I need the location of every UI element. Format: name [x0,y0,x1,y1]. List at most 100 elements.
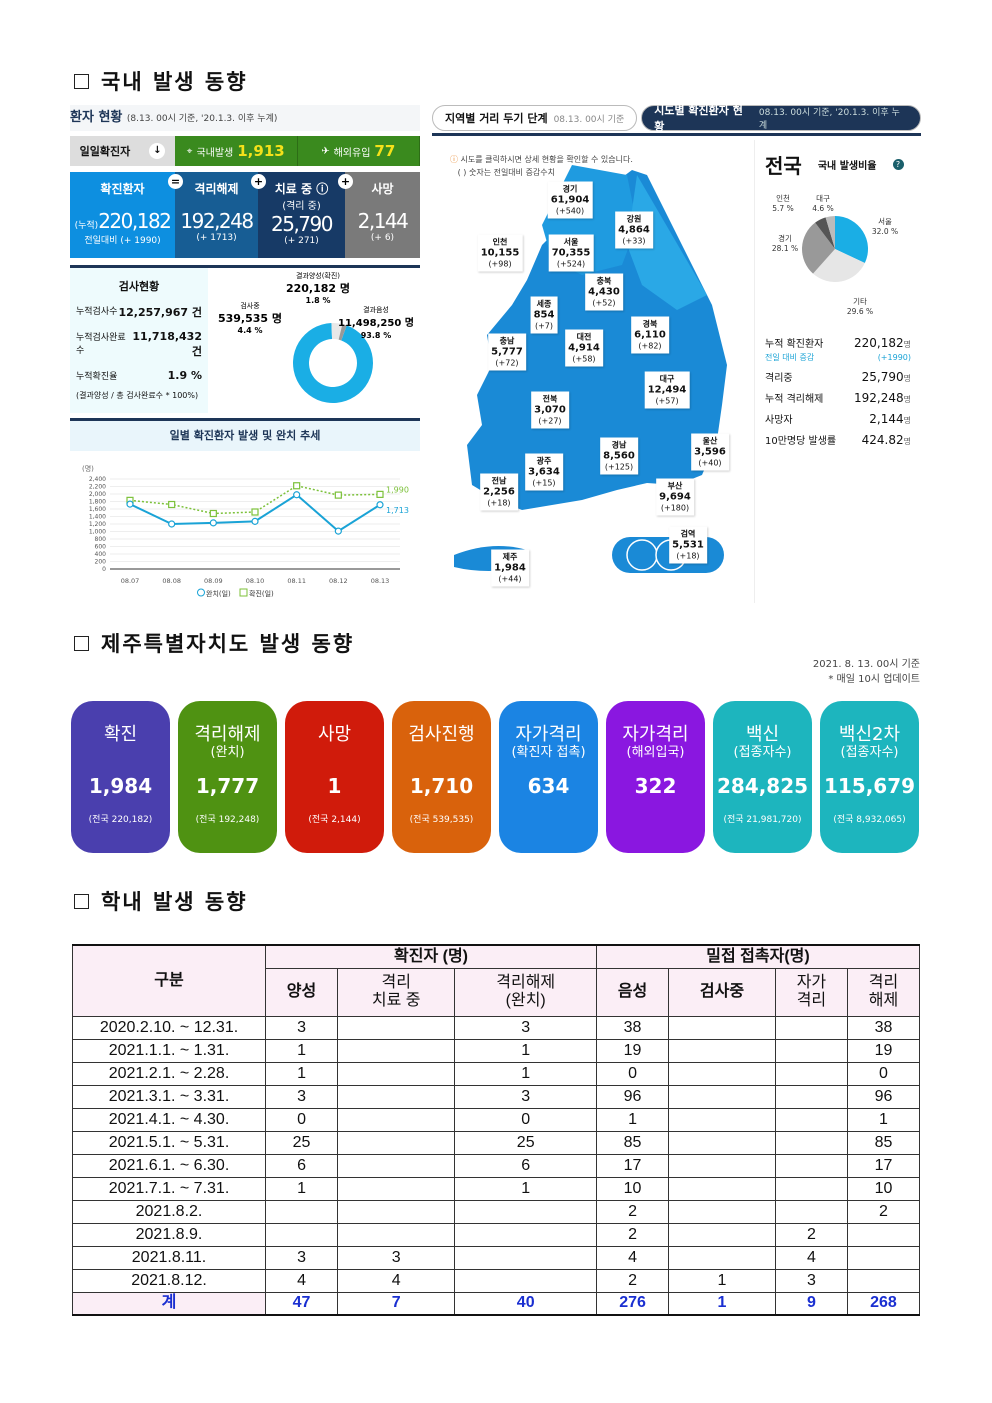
data-point [293,491,301,499]
total-row: 계 47 7 40 276 1 9 268 [72,1291,921,1316]
region-2[interactable]: 인천 10,155 (+98) [477,234,523,272]
cell: 96 [846,1084,921,1109]
cell: 1 [454,1061,598,1086]
donut-slice [331,323,343,340]
arrow-down-icon: ↓ [149,143,166,159]
donut-label: 결과양성(확진) [296,271,340,280]
cell: 4 [264,1268,339,1293]
cell [337,1130,456,1155]
region-7[interactable]: 대전 4,914 (+58) [565,329,603,367]
cell [264,1222,339,1247]
region-17[interactable]: 제주 1,984 (+44) [491,549,529,587]
location-pin-icon: ⌖ [186,145,193,157]
section-title-domestic: 국내 발생 동향 [74,66,248,96]
legend-marker [239,588,248,597]
region-11[interactable]: 경남 8,560 (+125) [600,437,638,475]
x-tick-label: 08.07 [121,577,140,585]
cell: 1 [454,1038,598,1063]
jeju-card-3: 검사진행 1,710 (전국 539,535) [392,701,491,853]
operator-icon: + [251,174,266,189]
help-icon[interactable]: ? [892,159,904,170]
cell: 10 [596,1176,670,1201]
data-point [334,491,342,499]
data-point [293,482,301,490]
cell: 1 [596,1107,670,1132]
region-0[interactable]: 경기 61,904 (+540) [547,181,593,219]
cell [668,1107,776,1132]
region-3[interactable]: 서울 70,355 (+524) [548,234,594,272]
donut-label: 1.8 % [306,296,331,305]
cell [454,1199,598,1224]
legend-label: 확진(일) [249,589,274,598]
tab-0[interactable]: 지역별 거리 두기 단계 08.13. 00시 기준 [432,105,638,131]
pie-pct: 4.6 % [812,204,833,213]
y-tick-label: 800 [95,536,107,543]
region-5[interactable]: 세종 854 (+7) [530,296,558,334]
pie-slice [835,216,868,264]
cell: 19 [596,1038,670,1063]
cell [774,1061,848,1086]
region-15[interactable]: 부산 9,694 (+180) [656,478,694,516]
total-cell: 9 [774,1291,848,1316]
total-cell: 276 [596,1291,670,1316]
cell [337,1015,456,1040]
jeju-card-7: 백신2차 (접종자수) 115,679 (전국 8,932,065) [820,701,919,853]
national-row: 격리중 25,790명 [765,370,911,384]
region-13[interactable]: 광주 3,634 (+15) [525,453,563,491]
cell: 2 [774,1222,848,1247]
total-cell: 계 [72,1291,266,1316]
patient-status-header: 환자 현황 (8.13. 00시 기준, '20.1.3. 이후 누계) [70,105,420,131]
pie-pct: 32.0 % [872,227,898,236]
cell: 19 [846,1038,921,1063]
region-12[interactable]: 울산 3,596 (+40) [691,433,729,471]
cell: 85 [846,1130,921,1155]
test-row: 누적검사완료수 11,718,432 건 [76,330,202,358]
cell [774,1176,848,1201]
cell: 2 [846,1199,921,1224]
table-row: 2021.6.1. ~ 6.30. 6 6 17 17 [72,1153,921,1178]
y-tick-label: 600 [95,544,107,551]
cell [668,1038,776,1063]
operator-icon: + [338,174,353,189]
pie-label: 대구 [816,194,830,203]
cell: 3 [264,1084,339,1109]
total-cell: 47 [264,1291,339,1316]
y-tick-label: 2,000 [89,491,106,498]
total-cell: 268 [846,1291,921,1316]
pie-pct: 5.7 % [772,204,793,213]
region-14[interactable]: 전남 2,256 (+18) [480,473,518,511]
pie-label: 인천 [776,193,790,203]
pie-slice [802,222,835,274]
cell [337,1222,456,1247]
region-10[interactable]: 전북 3,070 (+27) [531,391,569,429]
cell: 2 [596,1222,670,1247]
jeju-card-0: 확진 1,984 (전국 220,182) [71,701,170,853]
cell [668,1130,776,1155]
tab-1[interactable]: 시도별 확진환자 현황 08.13. 00시 기준, '20.1.3. 이후 누계 [641,104,921,133]
table-row: 2021.2.1. ~ 2.28. 1 1 0 0 [72,1061,921,1086]
data-point [126,500,134,508]
stat-value: 25,790 [271,212,333,236]
stat-1: 격리해제 192,248 (+ 1713) + [175,172,266,258]
region-16[interactable]: 검역 5,531 (+18) [669,526,707,564]
cell [337,1061,456,1086]
cell: 96 [596,1084,670,1109]
domestic-dashboard: 환자 현황 (8.13. 00시 기준, '20.1.3. 이후 누계) 일일확… [70,104,921,603]
region-8[interactable]: 경북 6,110 (+82) [631,316,669,354]
region-4[interactable]: 충북 4,430 (+52) [585,273,623,311]
y-tick-label: 1,400 [89,514,106,521]
region-1[interactable]: 강원 4,864 (+33) [615,211,653,249]
col-header: 격리 치료 중 [337,967,456,1017]
table-row: 2021.8.2. 2 2 [72,1199,921,1224]
cell: 1 [264,1176,339,1201]
pie-label: 기타 [853,297,867,306]
cell: 1 [454,1176,598,1201]
airplane-icon: ✈ [321,145,330,157]
cell [337,1153,456,1178]
cell [774,1107,848,1132]
stats-row: 확진환자 (누적)220,182 전일대비 (+ 1990) = 격리해제 192,248… [70,172,420,258]
region-6[interactable]: 충남 5,777 (+72) [488,333,526,371]
region-9[interactable]: 대구 12,494 (+57) [644,371,690,409]
cell: 3 [264,1015,339,1040]
